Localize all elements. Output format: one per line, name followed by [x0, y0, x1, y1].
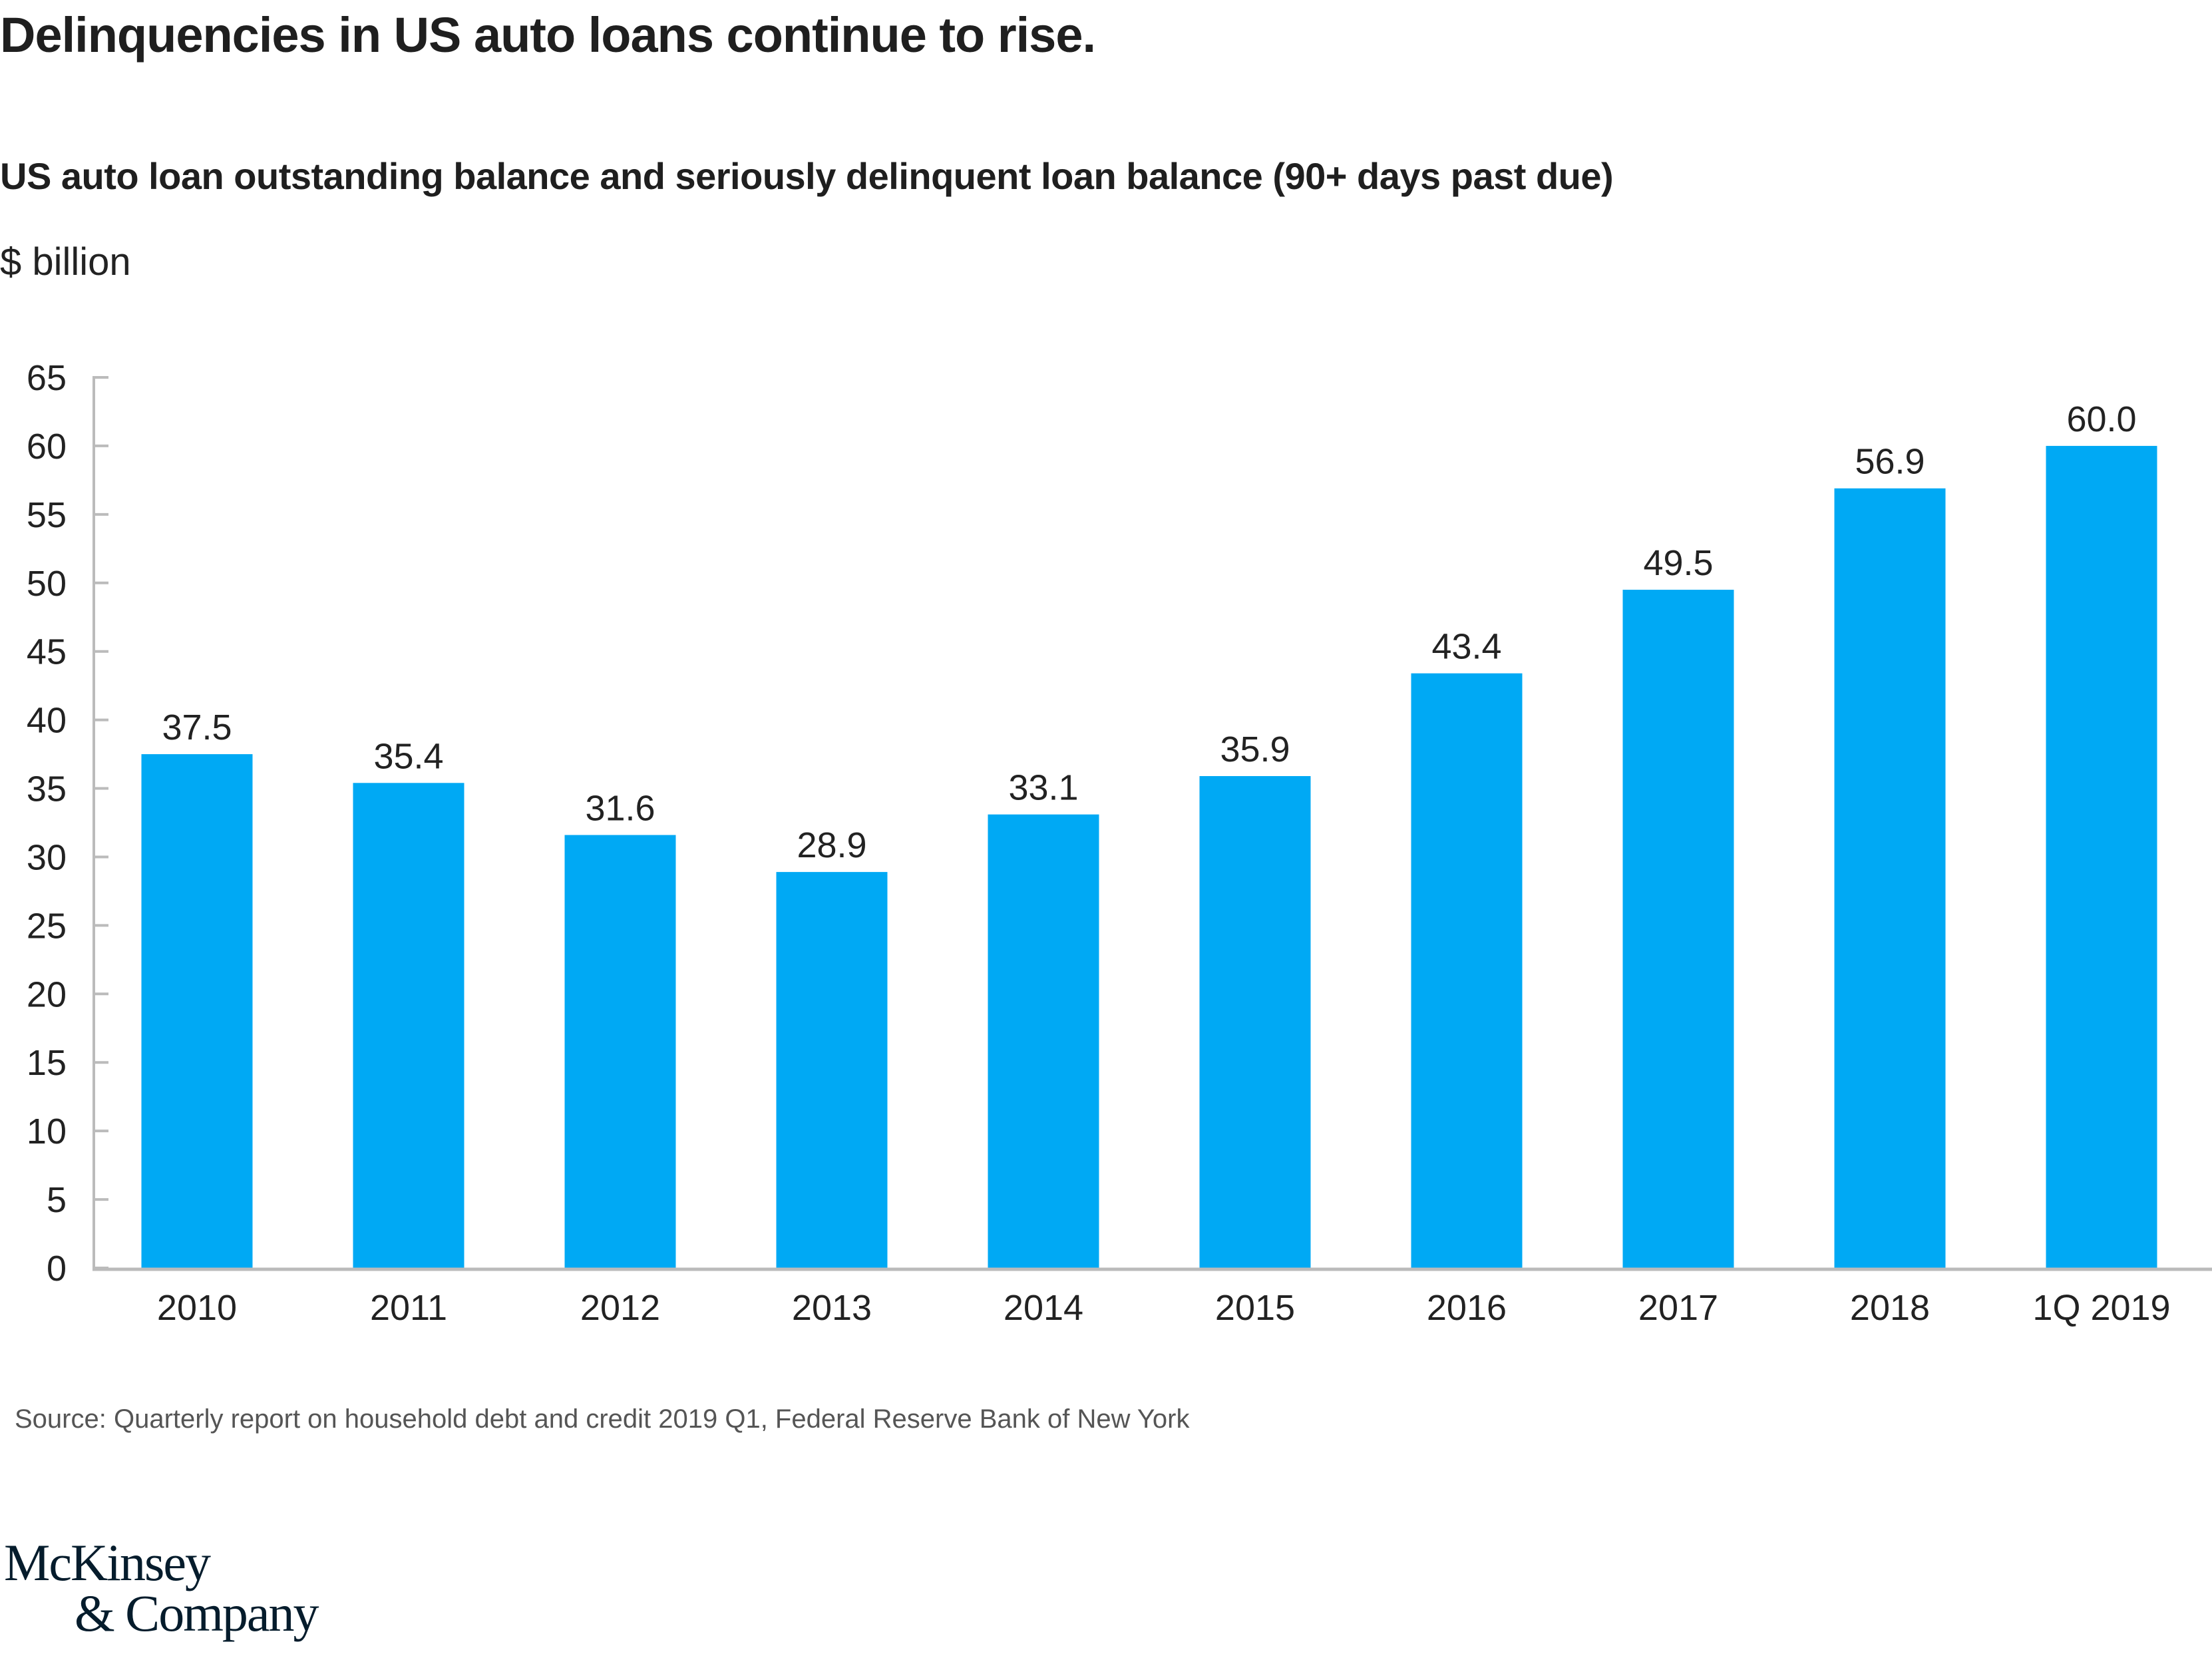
- bar: [353, 783, 464, 1268]
- bars: 37.5 35.4 31.6 28.9 33.1 35.9 43.4 49.5 56.9 60.0: [141, 399, 2157, 1269]
- bar: [2046, 445, 2157, 1268]
- bar: [141, 754, 253, 1268]
- y-tick-label: 5: [47, 1180, 67, 1220]
- bar-chart: 0 5 10 15 20 25 30 35 40 45 50 55 60 65 37.5 35.4 31.6 2…: [27, 358, 2212, 1328]
- bar-value-label: 31.6: [585, 789, 655, 829]
- bar: [564, 835, 676, 1268]
- chart-subtitle: US auto loan outstanding balance and ser…: [0, 155, 1614, 197]
- chart-title: Delinquencies in US auto loans continue …: [0, 7, 1096, 63]
- bar: [1622, 590, 1734, 1268]
- bar: [1411, 673, 1523, 1268]
- bar: [1834, 488, 1946, 1269]
- bar-value-label: 49.5: [1643, 543, 1713, 583]
- bar-value-label: 35.4: [373, 736, 443, 776]
- y-tick-label: 15: [27, 1043, 67, 1083]
- x-tick-label: 1Q 2019: [2032, 1288, 2170, 1328]
- x-tick-label: 2016: [1427, 1288, 1507, 1328]
- bar: [776, 872, 888, 1268]
- y-tick-label: 30: [27, 837, 67, 877]
- x-tick-label: 2012: [580, 1288, 660, 1328]
- bar-value-label: 35.9: [1220, 729, 1290, 769]
- x-tick-label: 2013: [792, 1288, 872, 1328]
- y-tick-label: 20: [27, 974, 67, 1014]
- x-tick-label: 2017: [1638, 1288, 1718, 1328]
- bar-value-label: 37.5: [162, 708, 232, 747]
- x-tick-label: 2018: [1850, 1288, 1930, 1328]
- bar-value-label: 28.9: [797, 825, 866, 865]
- mckinsey-logo: McKinsey & Company: [0, 1534, 319, 1642]
- bar-value-label: 33.1: [1008, 768, 1078, 808]
- y-axis: 0 5 10 15 20 25 30 35 40 45 50 55 60 65: [27, 358, 108, 1289]
- y-tick-label: 50: [27, 564, 67, 604]
- y-tick-label: 55: [27, 495, 67, 535]
- bar-value-label: 60.0: [2066, 399, 2136, 439]
- y-tick-label: 0: [47, 1249, 67, 1289]
- bar: [1199, 776, 1311, 1268]
- x-tick-label: 2011: [370, 1288, 447, 1328]
- y-tick-label: 10: [27, 1112, 67, 1151]
- y-tick-label: 35: [27, 769, 67, 809]
- y-tick-label: 60: [27, 427, 67, 467]
- bar-value-label: 43.4: [1431, 627, 1501, 667]
- y-tick-label: 25: [27, 906, 67, 946]
- y-tick-label: 45: [27, 632, 67, 672]
- unit-label: $ billion: [0, 240, 131, 284]
- x-tick-label: 2010: [157, 1288, 237, 1328]
- logo-line-1: McKinsey: [4, 1534, 211, 1591]
- logo-line-2: & Company: [75, 1584, 319, 1642]
- source-note: Source: Quarterly report on household de…: [15, 1404, 1190, 1434]
- y-tick-label: 40: [27, 701, 67, 741]
- x-tick-label: 2015: [1215, 1288, 1295, 1328]
- bar: [988, 814, 1099, 1268]
- x-tick-label: 2014: [1004, 1288, 1083, 1328]
- y-tick-label: 65: [27, 358, 67, 398]
- x-axis: 2010 2011 2012 2013 2014 2015 2016 2017 2018 1Q 2…: [92, 1267, 2212, 1328]
- bar-value-label: 56.9: [1855, 442, 1925, 482]
